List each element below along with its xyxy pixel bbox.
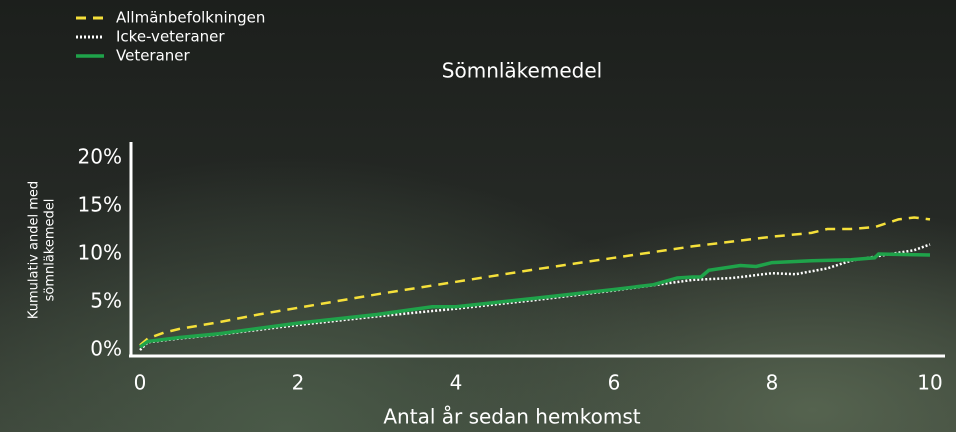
x-tick-label: 8	[766, 371, 779, 395]
chart-title: Sömnläkemedel	[442, 59, 602, 83]
y-tick-label: 0%	[90, 337, 122, 361]
y-axis-label: sömnläkemedel	[43, 199, 58, 302]
y-tick-label: 10%	[78, 241, 122, 265]
y-axis-label: Kumulativ andel med	[27, 181, 42, 319]
x-tick-label: 4	[450, 371, 463, 395]
legend-label: Allmänbefolkningen	[116, 9, 265, 27]
y-tick-label: 5%	[90, 289, 122, 313]
page: Sömnläkemedel Antal år sedan hemkomst Ku…	[0, 0, 956, 432]
y-tick-label: 20%	[78, 145, 122, 169]
x-tick-label: 0	[134, 371, 147, 395]
x-axis-label: Antal år sedan hemkomst	[383, 405, 640, 429]
chart: Sömnläkemedel Antal år sedan hemkomst Ku…	[0, 0, 956, 432]
legend-label: Veteraner	[116, 47, 191, 65]
x-tick-label: 2	[292, 371, 305, 395]
x-tick-label: 6	[608, 371, 621, 395]
series-line	[140, 218, 930, 346]
y-tick-label: 15%	[78, 193, 122, 217]
x-tick-label: 10	[917, 371, 942, 395]
legend-label: Icke-veteraner	[116, 28, 225, 46]
